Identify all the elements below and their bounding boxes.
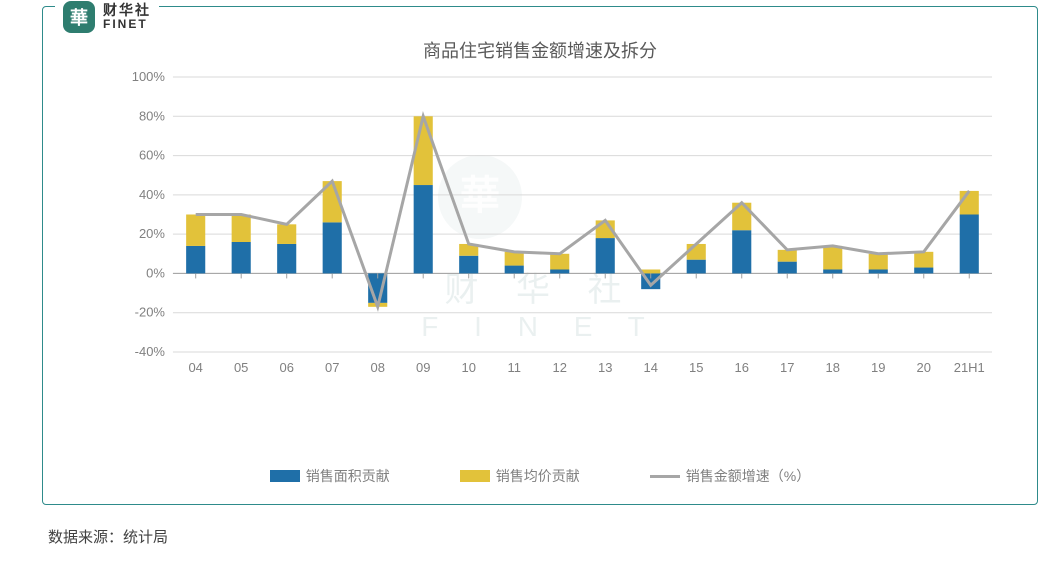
legend-label-bar2: 销售均价贡献 (496, 466, 580, 486)
svg-text:11: 11 (507, 360, 520, 375)
svg-text:13: 13 (598, 360, 612, 375)
svg-text:18: 18 (826, 360, 840, 375)
svg-text:20: 20 (917, 360, 931, 375)
svg-text:16: 16 (735, 360, 749, 375)
svg-text:04: 04 (188, 360, 202, 375)
svg-text:-20%: -20% (135, 305, 166, 320)
svg-text:80%: 80% (139, 108, 165, 123)
legend-item-line: 销售金额增速（%） (650, 466, 810, 486)
svg-text:-40%: -40% (135, 344, 166, 359)
svg-text:06: 06 (279, 360, 293, 375)
svg-text:08: 08 (370, 360, 384, 375)
svg-text:14: 14 (644, 360, 658, 375)
legend-label-line: 销售金额增速（%） (686, 466, 810, 486)
svg-text:60%: 60% (139, 148, 165, 163)
svg-text:15: 15 (689, 360, 703, 375)
brand-name-en: FINET (103, 18, 151, 31)
chart-frame: 華 财华社 FINET 商品住宅销售金额增速及拆分 華 财 华 社 F I N … (42, 6, 1038, 505)
legend-swatch-bar1 (270, 470, 300, 482)
brand-badge-icon: 華 (63, 1, 95, 33)
legend-swatch-line (650, 475, 680, 478)
data-source: 数据来源：统计局 (48, 526, 168, 547)
brand-name-cn: 财华社 (103, 3, 151, 18)
svg-text:05: 05 (234, 360, 248, 375)
legend-swatch-bar2 (460, 470, 490, 482)
chart-plot: -40% -20% 0% 20% 40% 60% 80% 100% 04 05 06 07 08 09 10… (123, 72, 1002, 382)
legend-item-bar1: 销售面积贡献 (270, 466, 390, 486)
svg-text:07: 07 (325, 360, 339, 375)
legend-item-bar2: 销售均价贡献 (460, 466, 580, 486)
svg-text:0%: 0% (146, 265, 165, 280)
chart-title: 商品住宅销售金额增速及拆分 (43, 37, 1037, 63)
svg-text:10: 10 (461, 360, 475, 375)
svg-text:09: 09 (416, 360, 430, 375)
svg-text:20%: 20% (139, 226, 165, 241)
brand-logo: 華 财华社 FINET (55, 1, 159, 33)
chart-legend: 销售面积贡献 销售均价贡献 销售金额增速（%） (43, 466, 1037, 486)
svg-text:17: 17 (780, 360, 794, 375)
svg-text:100%: 100% (132, 69, 166, 84)
svg-text:19: 19 (871, 360, 885, 375)
legend-label-bar1: 销售面积贡献 (306, 466, 390, 486)
svg-text:12: 12 (553, 360, 567, 375)
svg-text:40%: 40% (139, 187, 165, 202)
svg-text:21H1: 21H1 (954, 360, 985, 375)
